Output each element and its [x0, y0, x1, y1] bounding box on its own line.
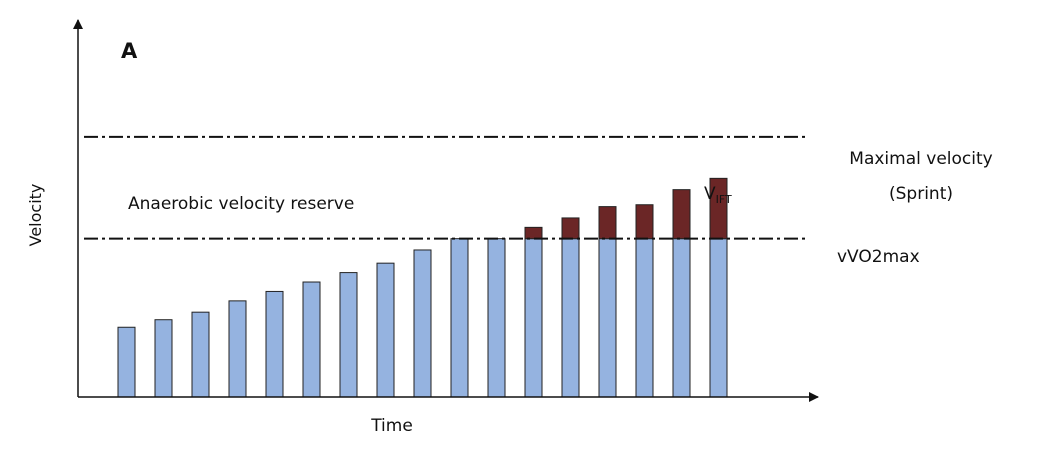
- bar-aerobic-3: [191, 311, 210, 398]
- maximal-velocity-label: Maximal velocity: [849, 149, 992, 169]
- bar-aerobic-11: [487, 238, 506, 398]
- bar-aerobic-14: [598, 238, 617, 398]
- bar-anaerobic-16: [672, 189, 691, 240]
- bar-aerobic-6: [302, 281, 321, 398]
- bar-anaerobic-12: [524, 226, 543, 240]
- bar-aerobic-12: [524, 238, 543, 398]
- region-label: Anaerobic velocity reserve: [128, 194, 354, 214]
- bar-anaerobic-15: [635, 204, 654, 240]
- panel-label: A: [121, 39, 138, 63]
- bar-anaerobic-13: [561, 217, 580, 240]
- bar-anaerobic-14: [598, 206, 617, 240]
- vvo2max-label: vVO2max: [837, 247, 920, 267]
- bar-aerobic-1: [117, 326, 136, 398]
- y-axis-label: Velocity: [26, 184, 45, 247]
- bar-aerobic-15: [635, 238, 654, 398]
- bar-aerobic-9: [413, 249, 432, 398]
- bar-aerobic-16: [672, 238, 691, 398]
- sprint-label: (Sprint): [889, 184, 953, 204]
- bar-aerobic-10: [450, 238, 469, 398]
- vift-label-main: V: [704, 184, 716, 204]
- bar-aerobic-8: [376, 262, 395, 398]
- bar-aerobic-7: [339, 272, 358, 398]
- bar-aerobic-13: [561, 238, 580, 398]
- bars-group: [117, 177, 728, 398]
- bar-aerobic-2: [154, 319, 173, 398]
- bar-aerobic-5: [265, 290, 284, 398]
- bar-aerobic-17: [709, 238, 728, 398]
- x-axis-label: Time: [370, 416, 413, 436]
- vift-label: VIFT: [704, 184, 732, 206]
- bar-aerobic-4: [228, 300, 247, 398]
- vift-label-sub: IFT: [716, 193, 732, 206]
